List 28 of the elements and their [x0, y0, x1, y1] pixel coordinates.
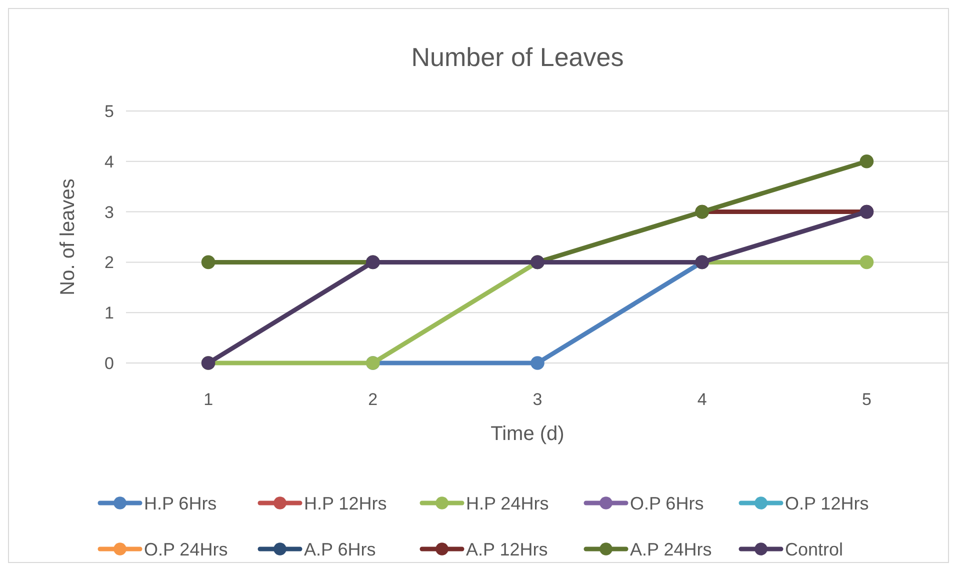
legend-label: H.P 12Hrs [304, 493, 387, 514]
y-tick-label: 1 [104, 304, 114, 323]
chart-title: Number of Leaves [411, 42, 624, 72]
x-tick-label: 4 [697, 390, 707, 409]
point [860, 154, 874, 168]
y-tick-label: 0 [104, 354, 114, 373]
legend-label: A.P 24Hrs [630, 539, 712, 560]
legend-label: H.P 6Hrs [144, 493, 217, 514]
x-tick-label: 2 [368, 390, 378, 409]
legend-label: Control [785, 539, 844, 560]
x-tick-label: 5 [862, 390, 872, 409]
legend-label: O.P 6Hrs [630, 493, 704, 514]
y-axis-title: No. of leaves [57, 178, 79, 296]
point [860, 255, 874, 270]
legend-label: O.P 24Hrs [144, 539, 228, 560]
x-axis-title: Time (d) [490, 423, 564, 445]
legend-label: O.P 12Hrs [785, 493, 869, 514]
point [201, 255, 216, 270]
point [530, 356, 544, 370]
y-tick-label: 4 [104, 152, 114, 172]
y-tick-label: 2 [104, 253, 114, 272]
y-tick-label: 3 [104, 202, 114, 222]
x-tick-label: 3 [532, 390, 542, 409]
legend-label: A.P 12Hrs [466, 539, 548, 560]
x-tick-label: 1 [204, 390, 214, 409]
y-tick-label: 5 [104, 102, 114, 121]
legend-label: H.P 24Hrs [466, 493, 549, 514]
legend-label: A.P 6Hrs [304, 539, 376, 560]
